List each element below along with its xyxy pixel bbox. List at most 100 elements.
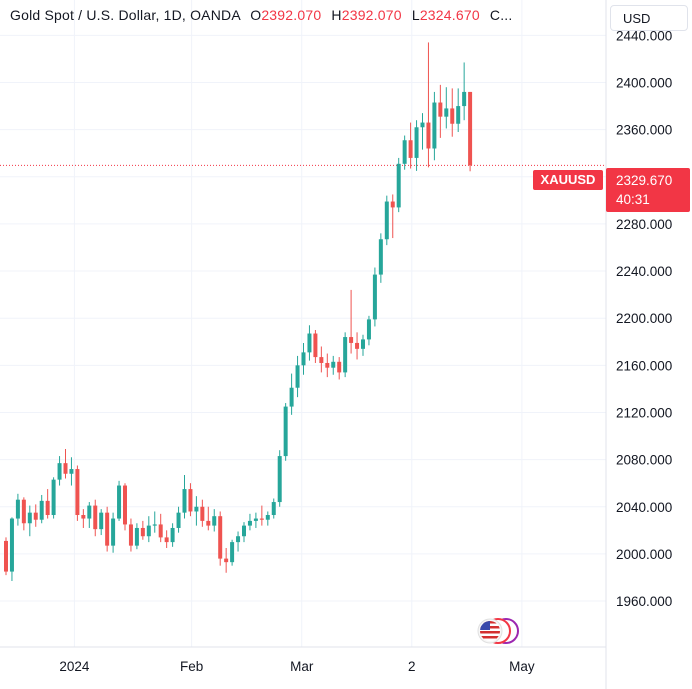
time-axis[interactable]: 2024 Feb Mar 2 May	[59, 659, 534, 674]
candle-body	[146, 525, 151, 537]
open-value: 2392.070	[261, 7, 322, 23]
candle-body	[158, 524, 163, 538]
candle-body	[366, 319, 371, 340]
candle-body	[242, 525, 246, 537]
us-flag-icon[interactable]	[472, 617, 520, 645]
candle-body	[450, 108, 455, 124]
candle-body	[295, 365, 300, 388]
candle-body	[319, 357, 324, 363]
candle-body	[57, 463, 62, 480]
candle-body	[337, 361, 342, 373]
y-tick-label: 2200.000	[616, 311, 672, 326]
candle-body	[63, 463, 68, 474]
candle-body	[9, 518, 14, 572]
candle-body	[182, 489, 187, 513]
candle-body	[39, 500, 44, 520]
candle-body	[378, 239, 383, 275]
candle-body	[51, 479, 56, 516]
candle-body	[212, 516, 217, 526]
x-tick-label: 2	[408, 659, 416, 674]
candle-body	[361, 339, 365, 349]
candle-body	[111, 518, 116, 546]
candle-body	[408, 140, 413, 158]
candle-body	[140, 527, 145, 537]
candle-body	[265, 515, 270, 520]
candle-body	[384, 201, 389, 240]
candle-body	[289, 387, 294, 407]
candle-body	[123, 485, 127, 525]
candle-body	[27, 512, 32, 524]
candle-body	[456, 106, 461, 124]
candle-body	[301, 352, 306, 366]
candle-body	[247, 520, 252, 526]
candle-body	[4, 540, 8, 572]
bar-countdown: 40:31	[616, 192, 650, 207]
y-tick-label: 2360.000	[616, 123, 672, 138]
candle-body	[164, 537, 169, 543]
chart-legend: Gold Spot / U.S. Dollar, 1D, OANDA O2392…	[10, 7, 513, 23]
candle-body	[277, 456, 282, 503]
candle-body	[349, 337, 354, 343]
candle-body	[414, 127, 419, 158]
candle-body	[331, 361, 336, 368]
candle-body	[134, 527, 139, 546]
x-tick-label: Mar	[290, 659, 314, 674]
candle-body	[343, 337, 348, 373]
open-label: O	[250, 7, 262, 23]
candle-body	[432, 102, 437, 149]
x-tick-label: Feb	[180, 659, 203, 674]
chart-grid	[0, 0, 606, 647]
candle-body	[283, 406, 288, 457]
candle-body	[420, 122, 425, 128]
candle-body	[69, 469, 74, 474]
candle-body	[224, 558, 229, 563]
candle-body	[33, 512, 38, 520]
price-axis[interactable]: 1960.000 2000.000 2040.000 2080.000 2120.000…	[616, 28, 672, 609]
close-label: C...	[489, 7, 513, 23]
y-tick-label: 2280.000	[616, 217, 672, 232]
candles	[4, 42, 473, 582]
candle-body	[188, 489, 193, 512]
last-price-tag: 2329.670 40:31	[606, 168, 690, 212]
y-tick-label: 2400.000	[616, 75, 672, 90]
candle-body	[152, 524, 157, 526]
candle-body	[87, 505, 92, 519]
candle-body	[128, 524, 133, 546]
candle-body	[236, 536, 241, 543]
x-tick-label: 2024	[59, 659, 90, 674]
candle-body	[372, 274, 377, 320]
high-value: 2392.070	[341, 7, 402, 23]
candle-body	[426, 122, 431, 149]
candle-body	[468, 91, 473, 166]
high-label: H	[331, 7, 342, 23]
y-tick-label: 2080.000	[616, 453, 672, 468]
currency-button[interactable]: USD	[610, 5, 688, 31]
candle-body	[105, 512, 110, 546]
candle-body	[93, 505, 98, 530]
low-value: 2324.670	[419, 7, 480, 23]
candle-body	[390, 201, 395, 208]
candle-body	[21, 499, 26, 524]
candle-body	[313, 333, 318, 358]
candle-body	[45, 500, 50, 516]
candle-body	[325, 362, 330, 368]
candle-body	[307, 333, 312, 353]
candle-body	[218, 516, 223, 559]
candle-body	[355, 342, 360, 349]
y-tick-label: 2440.000	[616, 28, 672, 43]
y-tick-label: 2120.000	[616, 405, 672, 420]
low-label: L	[411, 7, 420, 23]
candle-body	[170, 527, 175, 543]
candle-body	[230, 542, 235, 563]
candle-body	[438, 102, 443, 117]
candle-body	[396, 163, 401, 208]
x-tick-label: May	[509, 659, 535, 674]
candle-body	[206, 520, 211, 526]
candle-body	[75, 469, 80, 516]
candle-body	[271, 502, 276, 516]
y-tick-label: 1960.000	[616, 594, 672, 609]
y-tick-label: 2000.000	[616, 547, 672, 562]
candle-body	[402, 140, 407, 164]
candle-body	[462, 91, 467, 107]
